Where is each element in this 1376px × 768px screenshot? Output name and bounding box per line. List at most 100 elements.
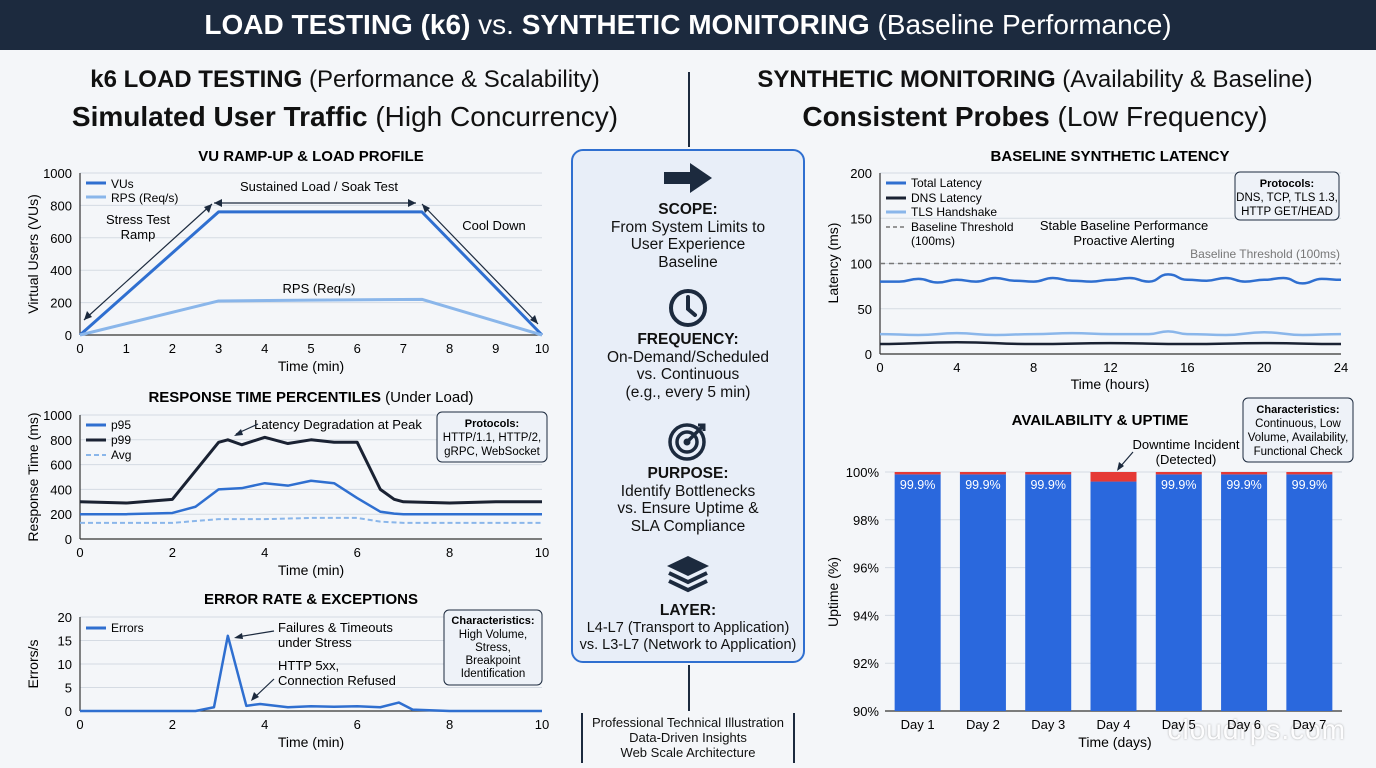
- footer-line: Data-Driven Insights: [629, 730, 747, 745]
- x-tick-label: 10: [535, 341, 549, 356]
- y-tick-label: 400: [50, 263, 72, 278]
- chart-title: RESPONSE TIME PERCENTILES (Under Load): [148, 389, 473, 406]
- title-bold-1: LOAD TESTING (k6): [204, 9, 471, 40]
- y-tick-label: 400: [50, 482, 72, 497]
- x-tick-label: 1: [123, 341, 130, 356]
- x-tick-label: 12: [1103, 360, 1117, 375]
- x-tick-label: 0: [76, 717, 83, 732]
- callout-line: High Volume,: [459, 629, 527, 641]
- legend-label: DNS Latency: [911, 191, 982, 205]
- annotation: (Detected): [1156, 452, 1217, 467]
- right-subheading-bold: Consistent Probes: [802, 101, 1050, 132]
- legend-label: Baseline Threshold: [911, 220, 1014, 234]
- y-tick-label: 100%: [846, 465, 880, 480]
- data-label: 99.9%: [1161, 478, 1196, 492]
- callout-box: [1234, 171, 1340, 221]
- y-tick-label: 150: [850, 211, 872, 226]
- x-tick-label: 4: [261, 717, 268, 732]
- downtime-segment: [1025, 472, 1072, 475]
- y-tick-label: 200: [850, 166, 872, 181]
- scope-line: Baseline: [658, 253, 718, 271]
- y-tick-label: 0: [865, 347, 872, 362]
- x-tick-label: Day 3: [1031, 717, 1065, 732]
- legend-label: RPS (Req/s): [111, 191, 178, 205]
- annotation: Stress Test: [106, 212, 170, 227]
- y-tick-label: 96%: [853, 561, 879, 576]
- callout-title: Characteristics:: [451, 615, 534, 627]
- x-tick-label: Day 4: [1097, 717, 1131, 732]
- y-tick-label: 5: [65, 681, 72, 696]
- right-subheading: Consistent Probes (Low Frequency): [740, 101, 1330, 133]
- legend-label: Avg: [111, 448, 131, 462]
- series-line: [879, 340, 1342, 346]
- purpose-label: PURPOSE:: [647, 465, 729, 482]
- x-tick-label: 9: [492, 341, 499, 356]
- callout-line: HTTP GET/HEAD: [1241, 206, 1333, 218]
- target-icon: [667, 420, 709, 467]
- x-tick-label: 24: [1334, 360, 1348, 375]
- chart-synthetic-latency: BASELINE SYNTHETIC LATENCY 0 50 100 150 200 0…: [825, 148, 1348, 392]
- chart-title: VU RAMP-UP & LOAD PROFILE: [198, 148, 424, 165]
- x-axis-label: Time (min): [278, 734, 344, 750]
- annotation-arrow: [1119, 451, 1134, 468]
- y-tick-label: 100: [850, 257, 872, 272]
- y-tick-label: 600: [50, 231, 72, 246]
- x-axis-label: Time (days): [1078, 734, 1151, 750]
- annotation: Failures & Timeouts: [278, 620, 393, 635]
- x-tick-label: 4: [261, 341, 268, 356]
- layer-line: L4-L7 (Transport to Application): [586, 619, 790, 636]
- arrow-right-icon: [662, 161, 714, 200]
- x-tick-label: Day 2: [966, 717, 1000, 732]
- right-heading-rest: (Availability & Baseline): [1055, 66, 1313, 93]
- x-tick-label: 10: [535, 717, 549, 732]
- y-tick-label: 800: [50, 433, 72, 448]
- layer-section: LAYER: L4-L7 (Transport to Application) …: [573, 602, 803, 655]
- x-tick-label: 16: [1180, 360, 1194, 375]
- title-mid: vs.: [470, 9, 522, 40]
- annotation-arrow: [83, 203, 213, 321]
- annotation: Downtime Incident: [1133, 437, 1240, 452]
- x-tick-label: 0: [76, 545, 83, 560]
- annotation-arrow: [235, 423, 259, 435]
- legend-label: Total Latency: [911, 176, 982, 190]
- x-axis-label: Time (min): [278, 562, 344, 578]
- series-line: [79, 210, 544, 337]
- chart-title: ERROR RATE & EXCEPTIONS: [204, 591, 418, 608]
- downtime-segment: [1286, 472, 1333, 475]
- chart-availability: AVAILABILITY & UPTIME 90% 92% 94% 96% 98% 100…: [825, 397, 1354, 750]
- callout-line: Functional Check: [1254, 446, 1343, 458]
- layer-line: vs. L3-L7 (Network to Application): [579, 637, 797, 653]
- bar: [959, 474, 1006, 711]
- bar: [1090, 481, 1137, 711]
- callout-title: Protocols:: [465, 418, 519, 430]
- annotation: Stable Baseline Performance: [1040, 218, 1208, 233]
- series-line: [80, 634, 542, 713]
- annotation-arrowhead: [251, 692, 259, 701]
- left-heading: k6 LOAD TESTING (Performance & Scalabili…: [60, 66, 630, 94]
- data-label: 99.9%: [900, 478, 935, 492]
- left-subheading-rest: (High Concurrency): [367, 101, 619, 132]
- series-line: [80, 516, 542, 524]
- y-axis-label: Uptime (%): [825, 557, 841, 627]
- annotation-arrowhead: [234, 633, 243, 639]
- y-tick-label: 800: [50, 198, 72, 213]
- annotation: HTTP 5xx,: [278, 658, 339, 673]
- y-tick-label: 200: [50, 296, 72, 311]
- annotation: Baseline Threshold (100ms): [1190, 247, 1340, 261]
- data-label: 99.9%: [1226, 478, 1261, 492]
- callout-line: Breakpoint: [466, 655, 522, 667]
- footer-line: Web Scale Architecture: [620, 745, 756, 760]
- legend-label: p99: [111, 433, 131, 447]
- legend-label: TLS Handshake: [911, 205, 997, 219]
- annotation-arrow: [421, 203, 539, 325]
- legend-label: Errors: [111, 621, 144, 635]
- chart-title-bold: RESPONSE TIME PERCENTILES: [148, 389, 381, 406]
- downtime-segment: [1155, 472, 1202, 475]
- downtime-segment: [894, 472, 941, 475]
- watermark: cloudrps.com: [1167, 714, 1346, 745]
- chart-vu-ramp: VU RAMP-UP & LOAD PROFILE 0 200 400 600 800 1…: [25, 148, 549, 374]
- comparison-panel: SCOPE: From System Limits to User Experi…: [571, 149, 805, 663]
- annotation-arrowheads: [214, 199, 416, 207]
- y-tick-label: 200: [50, 507, 72, 522]
